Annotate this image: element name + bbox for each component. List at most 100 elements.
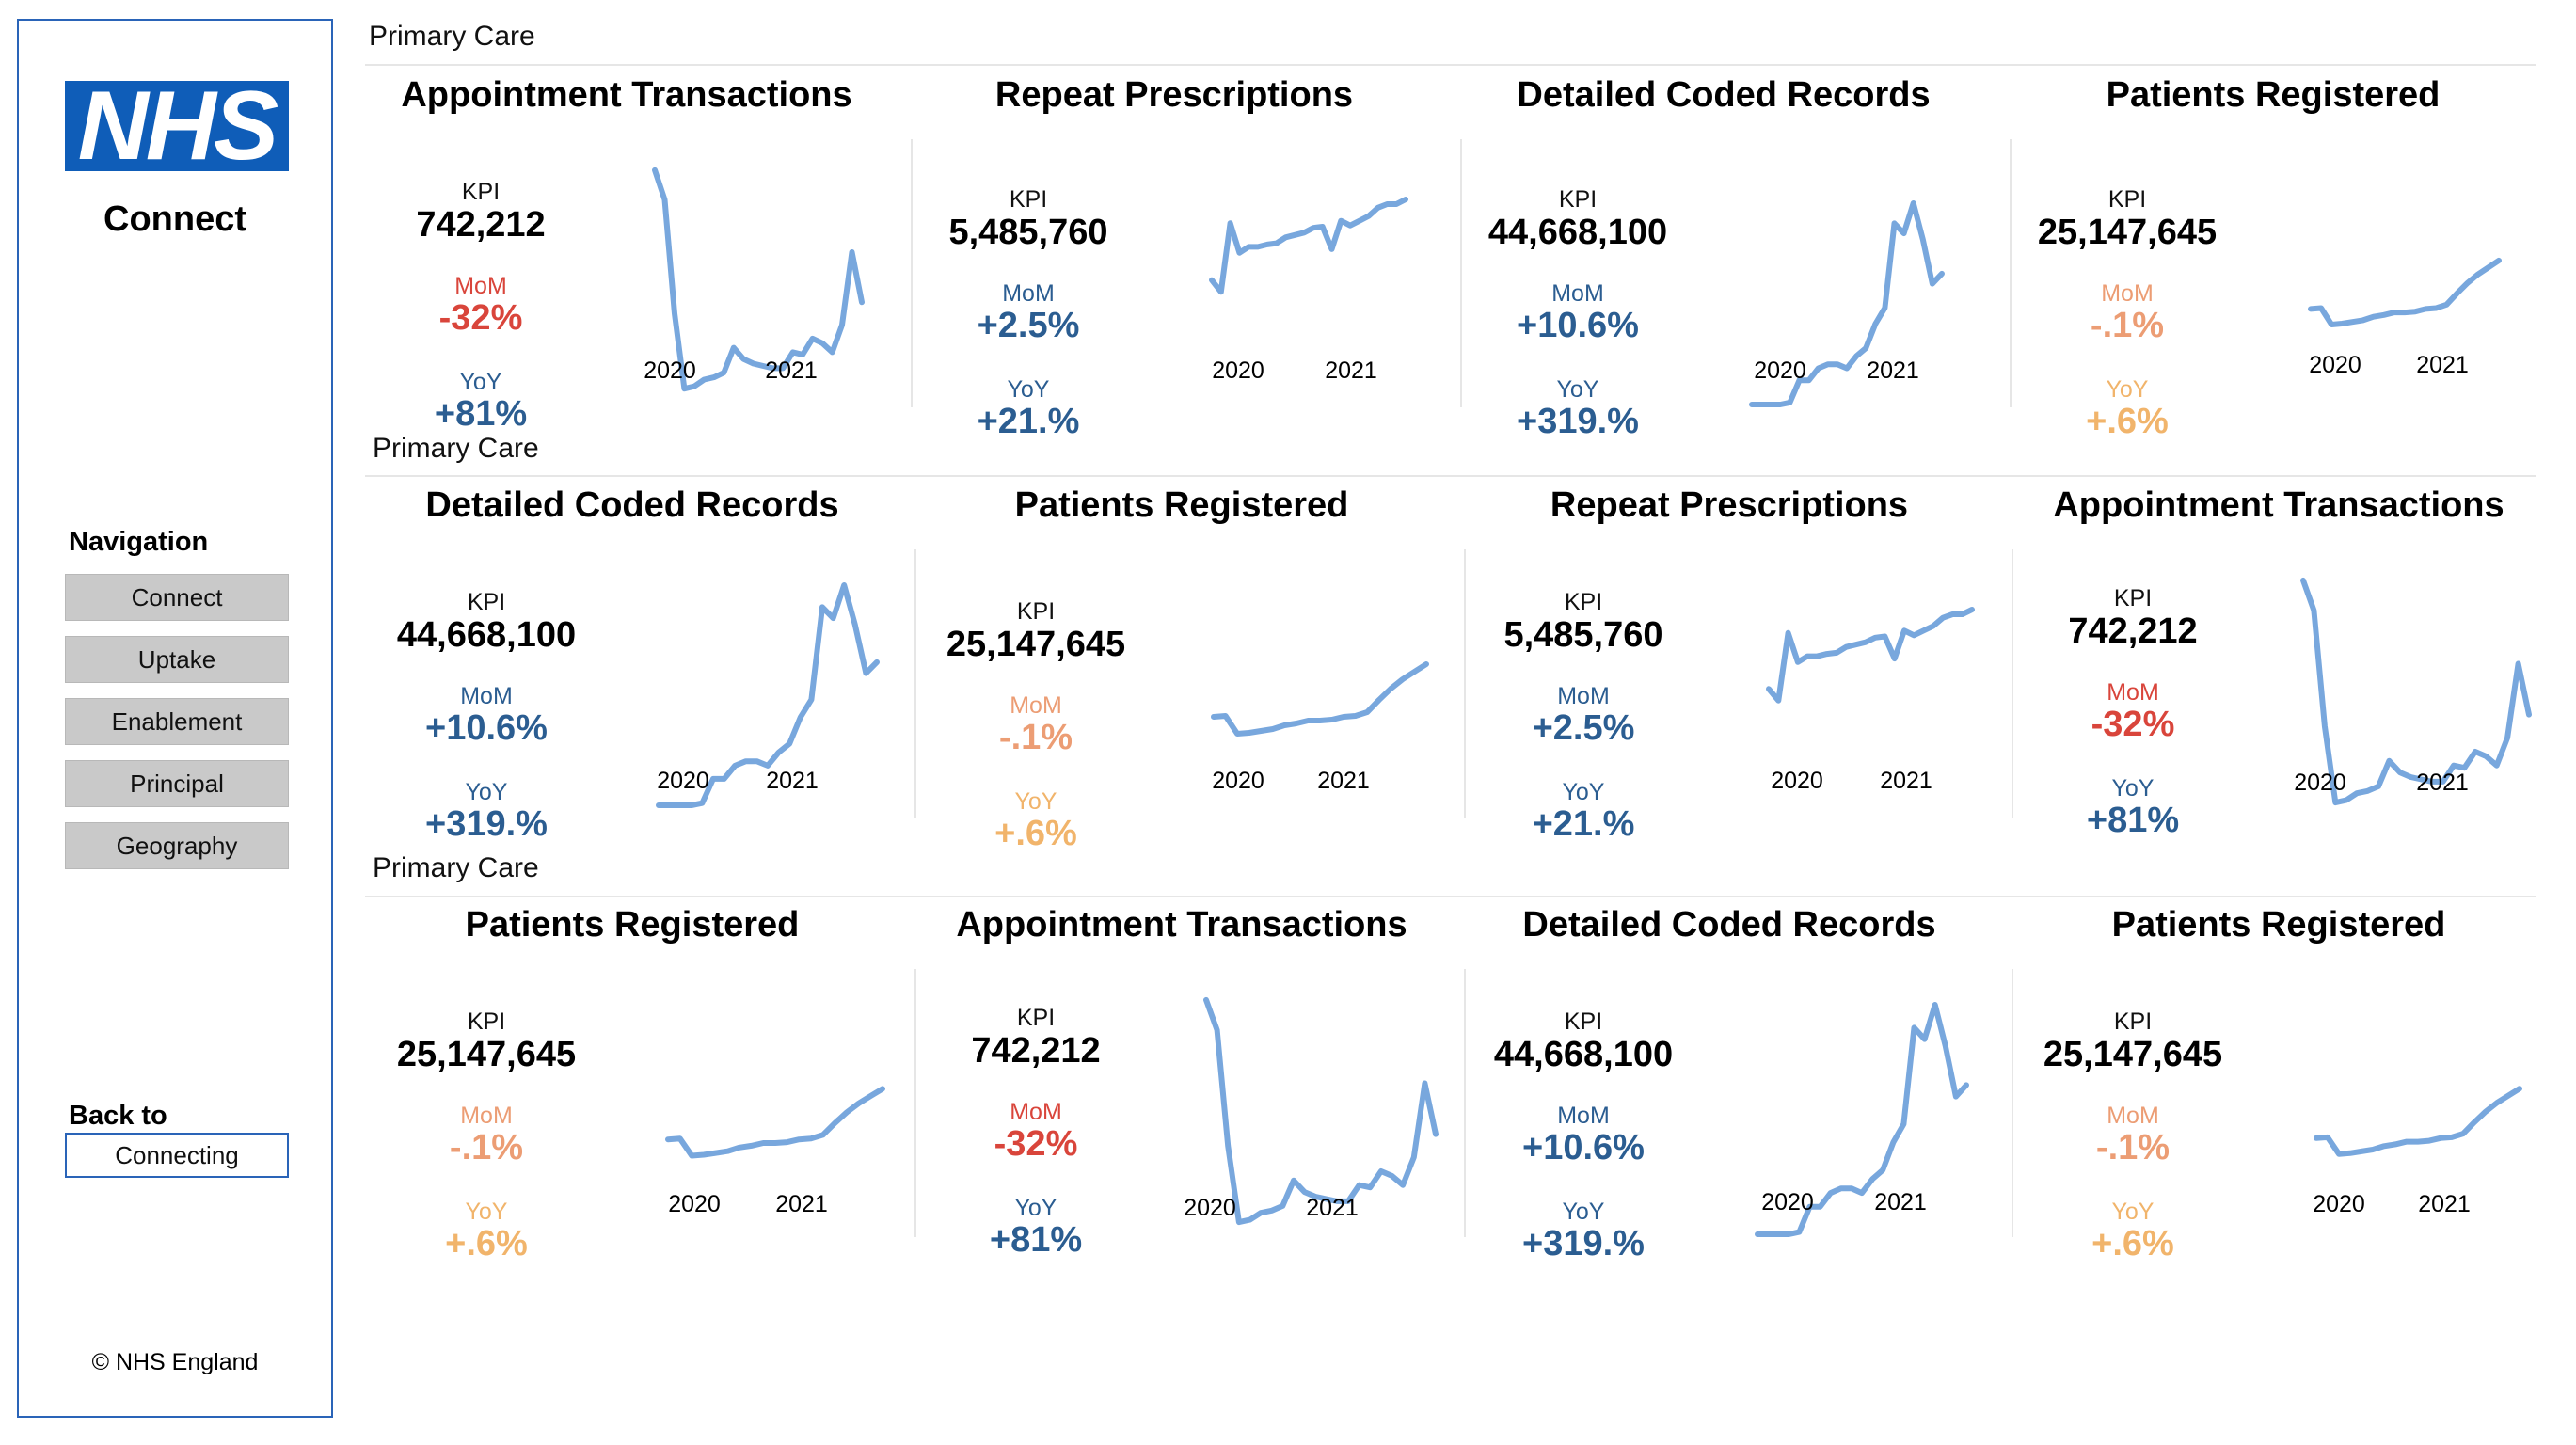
yoy-value: +81% — [434, 394, 528, 434]
yoy-label: YoY — [1562, 1199, 1605, 1225]
x-axis-tick-label: 2021 — [775, 1191, 828, 1217]
kpi-label: KPI — [1009, 186, 1048, 213]
yoy-value: +81% — [2086, 801, 2180, 840]
kpi-value: 742,212 — [416, 205, 546, 245]
sparkline-series — [2308, 257, 2502, 327]
kpi-value: 44,668,100 — [396, 615, 577, 655]
mom-label: MoM — [460, 1103, 513, 1129]
kpi-value: 25,147,645 — [2043, 1035, 2223, 1074]
kpi-card: Repeat Prescriptions KPI 5,485,760 MoM +… — [1456, 467, 2002, 844]
x-axis-tick-label: 2020 — [2309, 352, 2361, 378]
card-separator — [1460, 139, 1462, 407]
mom-value: -32% — [438, 298, 523, 338]
kpi-card: Appointment Transactions KPI 742,212 MoM… — [2006, 467, 2552, 843]
sparkline-series — [2314, 1086, 2522, 1157]
mom-label: MoM — [1557, 1103, 1610, 1129]
sparkline-series — [656, 582, 880, 808]
kpi-label: KPI — [467, 589, 506, 615]
card-title: Patients Registered — [2106, 75, 2441, 115]
nhs-logo[interactable]: NHS — [65, 77, 289, 175]
card-separator — [911, 139, 913, 407]
card-title: Repeat Prescriptions — [994, 75, 1354, 115]
x-axis-tick-label: 2021 — [1874, 1189, 1927, 1215]
kpi-label: KPI — [1564, 589, 1603, 615]
x-axis-tick-label: 2020 — [1184, 1195, 1236, 1221]
card-title: Patients Registered — [2111, 905, 2446, 945]
x-axis-tick-label: 2021 — [766, 768, 819, 794]
mom-value: -.1% — [998, 718, 1073, 757]
x-axis-tick-label: 2020 — [1761, 1189, 1814, 1215]
kpi-value: 5,485,760 — [1503, 615, 1663, 655]
sparkline-chart: 2020 2021 — [1209, 197, 1408, 384]
section-divider — [365, 896, 2536, 897]
mom-label: MoM — [2107, 1103, 2159, 1129]
kpi-card: Detailed Coded Records KPI 44,668,100 Mo… — [1451, 56, 1996, 441]
mom-value: -.1% — [2095, 1128, 2171, 1167]
card-title: Detailed Coded Records — [1522, 905, 1936, 945]
x-axis-tick-label: 2021 — [2418, 1191, 2471, 1217]
sparkline-chart: 2020 2021 — [665, 1086, 885, 1217]
yoy-value: +.6% — [445, 1224, 528, 1263]
kpi-card: Appointment Transactions KPI 742,212 MoM… — [354, 56, 899, 434]
card-separator — [2010, 139, 2012, 407]
x-axis-tick-label: 2021 — [1325, 357, 1377, 384]
back-to-connecting-button[interactable]: Connecting — [65, 1133, 289, 1178]
kpi-card: Detailed Coded Records KPI 44,668,100 Mo… — [359, 467, 905, 844]
yoy-value: +.6% — [2086, 402, 2169, 441]
sparkline-chart: 2020 2021 — [644, 167, 865, 392]
kpi-label: KPI — [2113, 585, 2153, 611]
yoy-label: YoY — [1007, 376, 1050, 403]
sidebar: NHS Connect Navigation Connect Uptake En… — [17, 19, 333, 1418]
yoy-label: YoY — [459, 369, 502, 395]
sparkline-chart: 2020 2021 — [1211, 661, 1429, 794]
card-title: Appointment Transactions — [401, 75, 852, 115]
sparkline-series — [1211, 661, 1429, 737]
kpi-card: Patients Registered KPI 25,147,645 MoM -… — [2000, 56, 2546, 441]
card-separator — [1464, 549, 1466, 818]
mom-label: MoM — [454, 273, 507, 299]
card-separator — [2012, 969, 2013, 1237]
section-label-row-3: Primary Care — [373, 852, 539, 883]
x-axis-tick-label: 2020 — [644, 357, 696, 384]
yoy-label: YoY — [1014, 1195, 1057, 1221]
mom-value: +2.5% — [1532, 708, 1635, 748]
kpi-label: KPI — [1564, 1008, 1603, 1035]
kpi-card: Detailed Coded Records KPI 44,668,100 Mo… — [1456, 886, 2002, 1263]
x-axis-tick-label: 2021 — [2416, 352, 2469, 378]
sparkline-series — [2300, 577, 2532, 806]
x-axis-tick-label: 2020 — [1771, 768, 1823, 794]
sparkline-chart: 2020 2021 — [2294, 577, 2532, 806]
yoy-label: YoY — [1556, 376, 1599, 403]
x-axis-tick-label: 2021 — [1880, 768, 1932, 794]
yoy-value: +81% — [989, 1220, 1083, 1260]
section-divider — [365, 64, 2536, 66]
x-axis-tick-label: 2020 — [657, 768, 709, 794]
nav-button-uptake[interactable]: Uptake — [65, 636, 289, 683]
card-title: Patients Registered — [1014, 485, 1349, 525]
nav-button-connect[interactable]: Connect — [65, 574, 289, 621]
kpi-value: 25,147,645 — [946, 625, 1126, 664]
nav-button-enablement[interactable]: Enablement — [65, 698, 289, 745]
mom-value: +10.6% — [1522, 1128, 1645, 1167]
nav-button-geography[interactable]: Geography — [65, 822, 289, 869]
card-title: Detailed Coded Records — [1517, 75, 1931, 115]
mom-value: +10.6% — [425, 708, 548, 748]
mom-value: -32% — [2091, 705, 2175, 744]
yoy-value: +319.% — [425, 804, 548, 844]
mom-label: MoM — [1557, 683, 1610, 709]
kpi-label: KPI — [2107, 186, 2147, 213]
sparkline-series — [652, 167, 865, 392]
sparkline-chart: 2020 2021 — [1184, 996, 1439, 1226]
x-axis-tick-label: 2020 — [668, 1191, 721, 1217]
kpi-card: Patients Registered KPI 25,147,645 MoM -… — [909, 467, 1455, 853]
sparkline-series — [1755, 1002, 1969, 1237]
x-axis-tick-label: 2021 — [765, 357, 818, 384]
kpi-label: KPI — [1558, 186, 1598, 213]
kpi-value: 742,212 — [2068, 611, 2198, 651]
sparkline-chart: 2020 2021 — [2308, 257, 2502, 378]
nav-button-principal[interactable]: Principal — [65, 760, 289, 807]
mom-label: MoM — [1010, 692, 1062, 719]
kpi-label: KPI — [2113, 1008, 2153, 1035]
sparkline-chart: 2020 2021 — [1755, 1002, 1969, 1237]
mom-value: +2.5% — [977, 306, 1080, 345]
